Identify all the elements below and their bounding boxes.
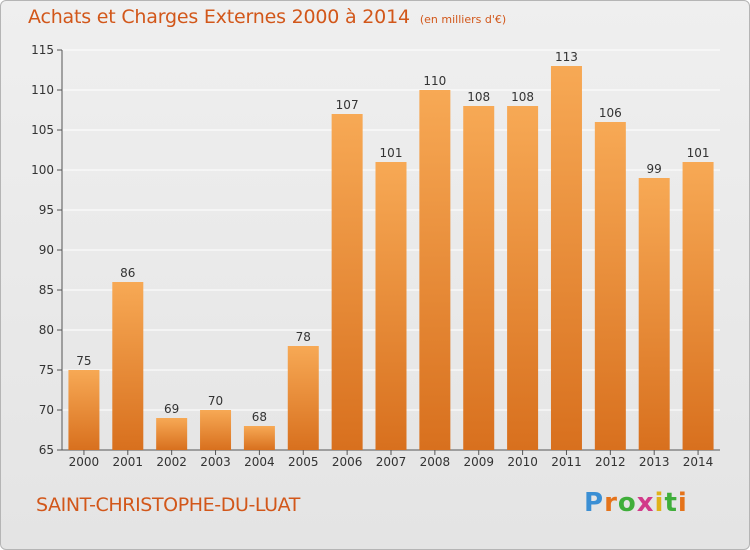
bar <box>419 90 451 450</box>
bar <box>682 162 714 450</box>
x-tick-label: 2008 <box>420 455 451 469</box>
proxiti-logo: Proxiti <box>584 488 688 518</box>
bar <box>463 106 495 450</box>
x-tick-label: 2003 <box>200 455 231 469</box>
bar-value-label: 69 <box>164 402 179 416</box>
x-tick-label: 2006 <box>332 455 363 469</box>
x-tick-label: 2013 <box>639 455 670 469</box>
y-tick-label: 70 <box>39 403 54 417</box>
bar <box>156 418 188 450</box>
bar-value-label: 101 <box>380 146 403 160</box>
x-tick-label: 2001 <box>113 455 144 469</box>
bar <box>200 410 232 450</box>
bar-value-label: 107 <box>336 98 359 112</box>
chart-title: Achats et Charges Externes 2000 à 2014 <box>28 6 410 28</box>
x-tick-label: 2010 <box>507 455 538 469</box>
bar-value-label: 70 <box>208 394 223 408</box>
bar <box>507 106 539 450</box>
bar <box>638 178 670 450</box>
x-tick-label: 2009 <box>463 455 494 469</box>
y-tick-label: 75 <box>39 363 54 377</box>
y-tick-label: 105 <box>31 123 54 137</box>
chart-unit: (en milliers d'€) <box>419 13 507 26</box>
x-tick-label: 2004 <box>244 455 275 469</box>
x-tick-label: 2000 <box>69 455 100 469</box>
y-tick-label: 115 <box>31 43 54 57</box>
bar <box>594 122 626 450</box>
bar-value-label: 68 <box>252 410 267 424</box>
bar-value-label: 108 <box>467 90 490 104</box>
y-tick-label: 90 <box>39 243 54 257</box>
bar <box>68 370 100 450</box>
bar-value-label: 113 <box>555 50 578 64</box>
bar-value-label: 106 <box>599 106 622 120</box>
bar-value-label: 110 <box>423 74 446 88</box>
y-tick-label: 85 <box>39 283 54 297</box>
y-tick-label: 65 <box>39 443 54 457</box>
x-tick-label: 2007 <box>376 455 407 469</box>
bar-value-label: 78 <box>296 330 311 344</box>
bar-value-label: 75 <box>76 354 91 368</box>
title-row: Achats et Charges Externes 2000 à 2014 (e… <box>28 6 506 28</box>
x-tick-label: 2014 <box>683 455 714 469</box>
bar <box>331 114 363 450</box>
x-tick-label: 2011 <box>551 455 582 469</box>
y-tick-label: 95 <box>39 203 54 217</box>
bar-value-label: 99 <box>647 162 662 176</box>
bar <box>287 346 319 450</box>
y-tick-label: 80 <box>39 323 54 337</box>
x-tick-label: 2005 <box>288 455 319 469</box>
bar <box>550 66 582 450</box>
bar-value-label: 86 <box>120 266 135 280</box>
bar-value-label: 108 <box>511 90 534 104</box>
bar <box>375 162 407 450</box>
y-tick-label: 110 <box>31 83 54 97</box>
x-tick-label: 2002 <box>156 455 187 469</box>
bar <box>112 282 144 450</box>
bar-value-label: 101 <box>687 146 710 160</box>
commune-name: SAINT-CHRISTOPHE-DU-LUAT <box>36 494 300 516</box>
y-tick-label: 100 <box>31 163 54 177</box>
x-tick-label: 2012 <box>595 455 626 469</box>
bar <box>243 426 275 450</box>
